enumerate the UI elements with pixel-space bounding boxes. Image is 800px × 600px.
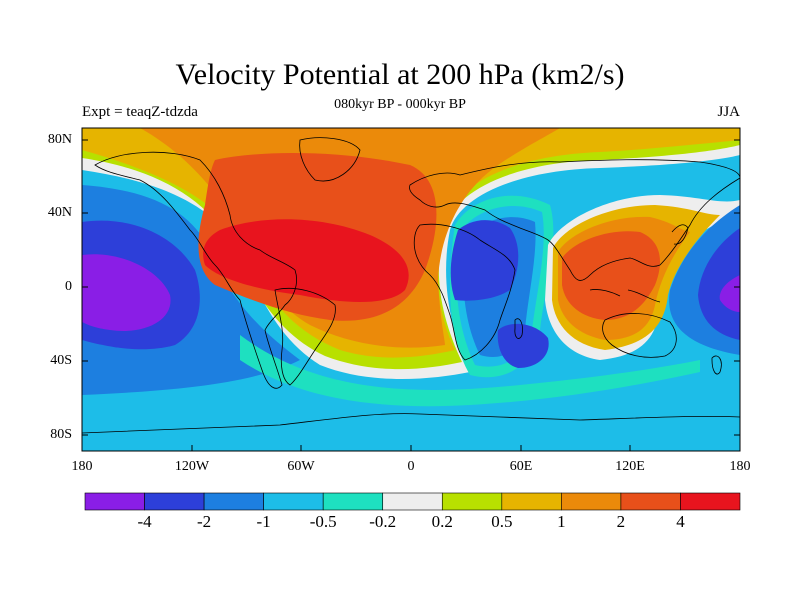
colorbar-label: -1 [256,512,271,531]
chart-subtitle: 080kyr BP - 000kyr BP [334,97,466,112]
colorbar-label: 0.2 [431,512,453,531]
contour-lt-neg4-west [82,254,171,331]
colorbar-label: 4 [676,512,685,531]
colorbar-swatch [322,492,384,511]
colorbar [84,492,741,511]
colorbar-swatch [144,492,205,511]
colorbar-label: -2 [196,512,212,531]
colorbar-swatch [620,492,681,511]
contour-neg4-neg2-africa-south [497,323,549,368]
contour-neg05-neg02-south [240,335,700,407]
colorbar-label: -0.5 [309,512,337,531]
colorbar-label: -0.2 [369,512,397,531]
lon-tick-label: 180 [71,459,93,474]
colorbar-swatch [501,492,562,511]
contour-lt-neg4-east [719,275,740,312]
lon-tick-label: 180 [729,459,751,474]
lat-tick-label: 80S [50,427,72,442]
lon-tick-label: 120W [174,459,210,474]
colorbar-label: 1 [557,512,566,531]
lon-tick-label: 0 [407,459,415,474]
lon-tick-label: 60W [287,459,315,474]
experiment-label: Expt = teaqZ-tdzda [82,104,198,120]
colorbar-swatch [680,492,741,511]
lat-tick-label: 80N [47,132,72,147]
colorbar-swatch [203,492,264,511]
season-label: JJA [717,104,740,120]
lat-tick-label: 40S [50,353,72,368]
colorbar-swatch [441,492,503,511]
contour-pos2-4-asia [562,231,660,320]
contour-neg4-neg2-east [698,228,740,340]
contour-field [82,128,740,451]
coastlines [82,137,740,434]
axis-ticks [81,139,741,451]
colorbar-swatch [382,492,443,511]
lon-tick-label: 60E [509,459,533,474]
colorbar-swatch [84,492,145,511]
contour-neg4-neg2-africa [450,220,519,301]
lat-tick-label: 40N [47,205,72,220]
colorbar-swatch [561,492,622,511]
colorbar-label: 0.5 [491,512,513,531]
lat-tick-label: 0 [65,279,72,294]
colorbar-label: 2 [616,512,626,531]
colorbar-label: -4 [137,512,152,531]
chart-title: Velocity Potential at 200 hPa (km2/s) [175,58,625,91]
lon-tick-label: 120E [615,459,645,474]
colorbar-swatch [263,492,324,511]
contour-gt4-americas [203,219,409,302]
